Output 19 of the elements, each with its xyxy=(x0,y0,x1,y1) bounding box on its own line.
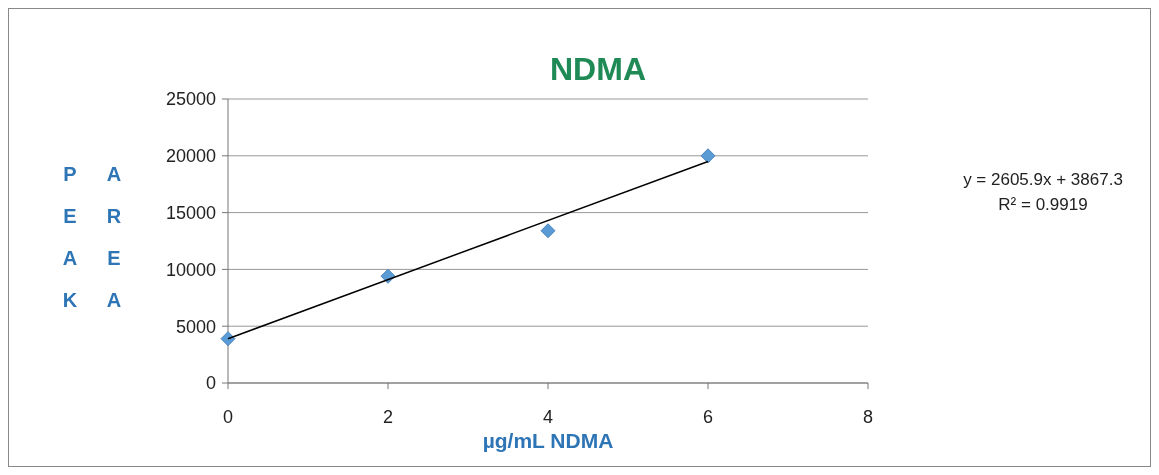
x-axis-title: µg/mL NDMA xyxy=(482,429,614,452)
point xyxy=(540,223,556,239)
y-tick-label: 25000 xyxy=(165,89,216,110)
y-axis-title: PEAK AREA xyxy=(58,163,126,333)
y-tick-label: 0 xyxy=(205,373,216,394)
text: y = 2605.9x + 3867.3 xyxy=(963,170,1123,189)
x-tick-label: 6 xyxy=(702,407,714,427)
x-tick-label: 4 xyxy=(542,407,554,427)
y-tick-label: 15000 xyxy=(165,202,216,223)
x-tick-label: 8 xyxy=(862,407,874,427)
point xyxy=(700,148,716,164)
y-tick-label: 20000 xyxy=(165,146,216,167)
point xyxy=(220,331,236,347)
y-tick-label: 5000 xyxy=(175,316,216,337)
text: R² = 0.9919 xyxy=(998,195,1088,214)
x-tick-label: 2 xyxy=(382,407,394,427)
chart-title: NDMA xyxy=(550,51,646,87)
x-tick-label: 0 xyxy=(222,407,234,427)
y-tick-label: 10000 xyxy=(165,259,216,280)
